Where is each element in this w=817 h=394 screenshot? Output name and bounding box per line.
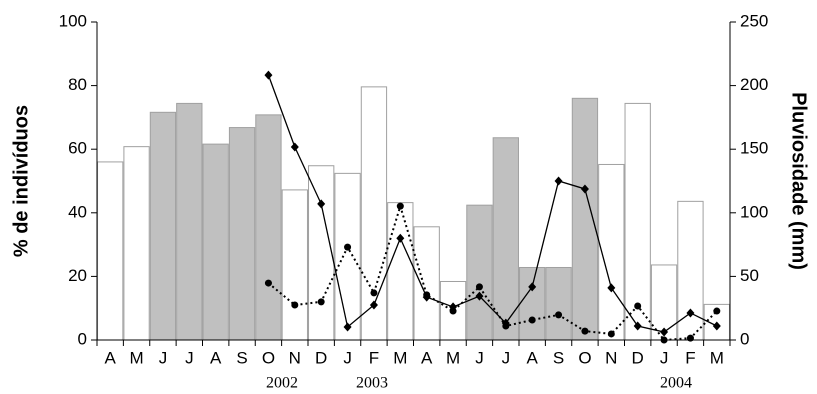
marker (660, 327, 669, 337)
marker (528, 316, 536, 324)
marker (449, 307, 457, 315)
marker (502, 322, 510, 330)
bar (360, 86, 388, 341)
marker (528, 282, 537, 292)
x-tick-label: A (527, 348, 539, 367)
marker (580, 184, 589, 194)
bar (228, 127, 256, 341)
y-tick-label: 60 (68, 139, 87, 158)
x-tick-label: J (185, 348, 194, 367)
marker (370, 289, 378, 297)
x-tick-label: A (210, 348, 222, 367)
y2-axis-title: Pluviosidade (mm) (788, 92, 810, 270)
marker (423, 291, 431, 299)
x-tick-label: S (553, 348, 564, 367)
bar (149, 111, 177, 341)
year-label: 2003 (356, 375, 388, 392)
x-tick-label: M (129, 348, 143, 367)
marker (475, 291, 484, 301)
x-tick-label: J (502, 348, 511, 367)
marker (264, 279, 272, 287)
bar (97, 161, 124, 341)
bar (308, 165, 335, 341)
x-tick-label: M (446, 348, 460, 367)
marker (396, 202, 404, 210)
bar (334, 172, 361, 341)
marker (686, 308, 695, 318)
bar (255, 114, 282, 341)
marker (264, 70, 273, 80)
x-tick-label: O (262, 348, 275, 367)
marker (343, 322, 352, 332)
y2-tick-label: 100 (740, 202, 768, 221)
marker (554, 176, 563, 186)
y2-tick-label: 50 (740, 266, 759, 285)
marker (712, 321, 721, 331)
bar (176, 102, 203, 341)
marker (686, 334, 694, 342)
marker (291, 301, 299, 309)
marker (317, 199, 326, 209)
line (267, 74, 718, 333)
marker (555, 311, 563, 319)
x-tick-label: A (421, 348, 433, 367)
bar (624, 102, 651, 341)
year-label: 2004 (660, 375, 692, 392)
x-tick-label: J (475, 348, 484, 367)
year-label: 2002 (266, 375, 298, 392)
y-tick-label: 20 (68, 266, 87, 285)
marker (290, 142, 299, 152)
y2-tick-label: 0 (740, 329, 749, 348)
marker (713, 307, 721, 315)
marker (369, 300, 378, 310)
y-tick-label: 0 (78, 329, 87, 348)
x-tick-label: M (710, 348, 724, 367)
bar (571, 97, 599, 341)
x-tick-label: J (343, 348, 352, 367)
y2-tick-label: 150 (740, 139, 768, 158)
x-tick-label: D (315, 348, 327, 367)
marker (475, 283, 483, 291)
marker (581, 327, 589, 335)
x-tick-label: M (393, 348, 407, 367)
x-tick-label: A (105, 348, 117, 367)
line (267, 202, 718, 342)
marker (344, 243, 352, 251)
marker (607, 283, 616, 293)
bar (545, 266, 572, 341)
x-tick-label: D (632, 348, 644, 367)
x-tick-label: N (289, 348, 301, 367)
x-tick-label: F (369, 348, 379, 367)
bar (413, 226, 440, 341)
bar (519, 266, 546, 341)
marker (396, 233, 405, 243)
marker (634, 302, 642, 310)
bar (123, 146, 150, 341)
marker (660, 336, 668, 344)
x-tick-label: S (236, 348, 247, 367)
x-tick-label: O (578, 348, 591, 367)
marker (607, 330, 615, 338)
x-tick-label: J (159, 348, 168, 367)
y-tick-label: 40 (68, 202, 87, 221)
bar (466, 204, 493, 341)
y2-tick-label: 250 (740, 11, 768, 30)
bar (492, 137, 519, 341)
x-tick-label: N (605, 348, 617, 367)
bar (281, 189, 308, 341)
y-tick-label: 80 (68, 75, 87, 94)
x-tick-label: F (685, 348, 695, 367)
y-tick-label: 100 (59, 11, 87, 30)
y2-tick-label: 200 (740, 75, 768, 94)
marker (633, 321, 642, 331)
bar (202, 143, 229, 341)
bar (387, 202, 414, 341)
y-axis-title: % de indivíduos (10, 105, 32, 257)
x-tick-label: J (660, 348, 669, 367)
marker (317, 298, 325, 306)
